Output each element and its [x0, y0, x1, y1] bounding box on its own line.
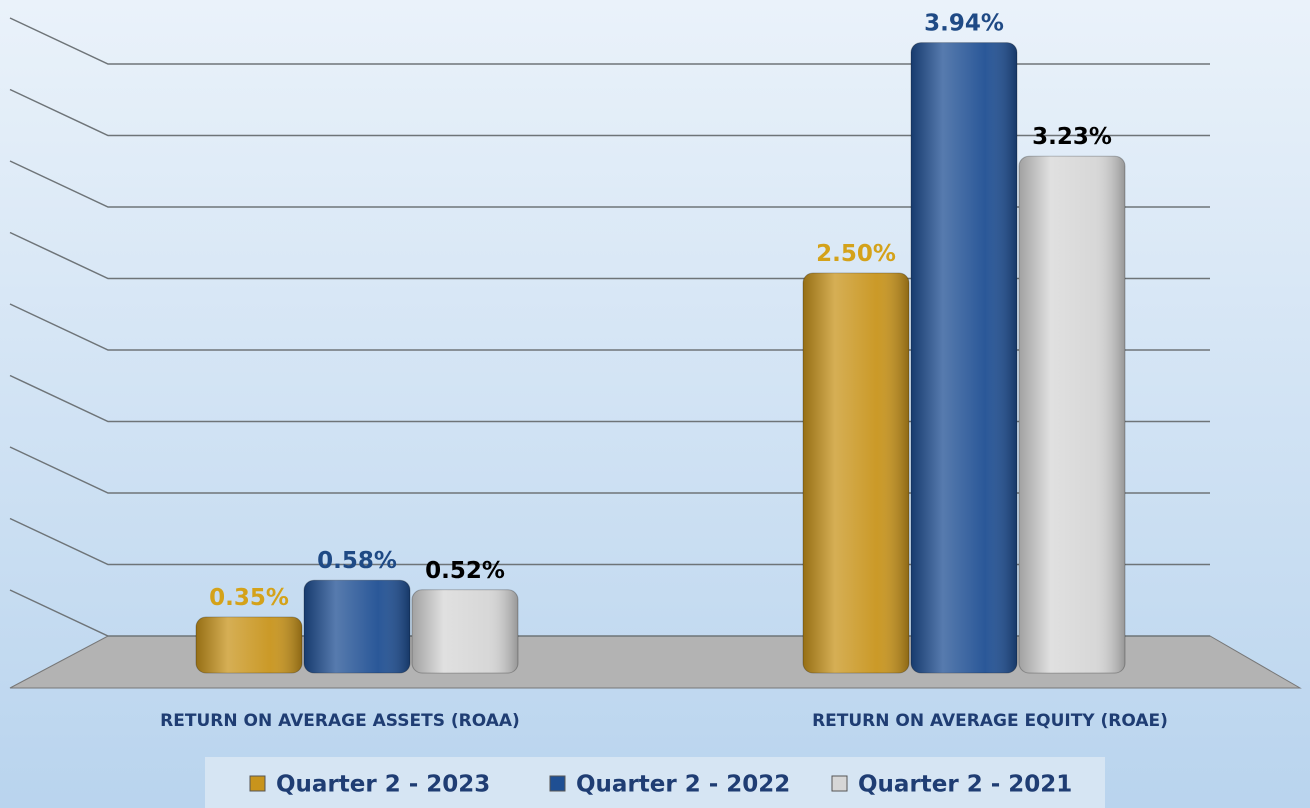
legend-label: Quarter 2 - 2023	[276, 772, 490, 798]
grid-line	[9, 88, 1210, 137]
bar-shine	[911, 42, 1017, 674]
legend-label: Quarter 2 - 2022	[576, 772, 790, 798]
value-label: 3.23%	[1032, 124, 1112, 150]
grid-line	[9, 160, 1210, 208]
legend-box	[205, 757, 1105, 808]
value-label: 0.58%	[317, 548, 397, 574]
value-label: 3.94%	[924, 11, 1004, 37]
bar-shine	[196, 617, 302, 673]
x-tick-label: RETURN ON AVERAGE ASSETS (ROAA)	[160, 711, 520, 731]
value-label: 0.35%	[209, 585, 289, 611]
legend-swatch	[549, 775, 566, 792]
legend-swatch	[831, 775, 848, 792]
bar-shine	[304, 580, 410, 673]
bar-shine	[412, 589, 518, 673]
value-label: 2.50%	[816, 241, 896, 267]
x-tick-label: RETURN ON AVERAGE EQUITY (ROAE)	[812, 711, 1168, 731]
grid-line	[9, 17, 1210, 65]
value-label: 0.52%	[425, 558, 505, 584]
bar-shine	[803, 273, 909, 673]
legend-swatch	[249, 775, 266, 792]
bar-shine	[1019, 156, 1125, 673]
legend-label: Quarter 2 - 2021	[858, 772, 1072, 798]
